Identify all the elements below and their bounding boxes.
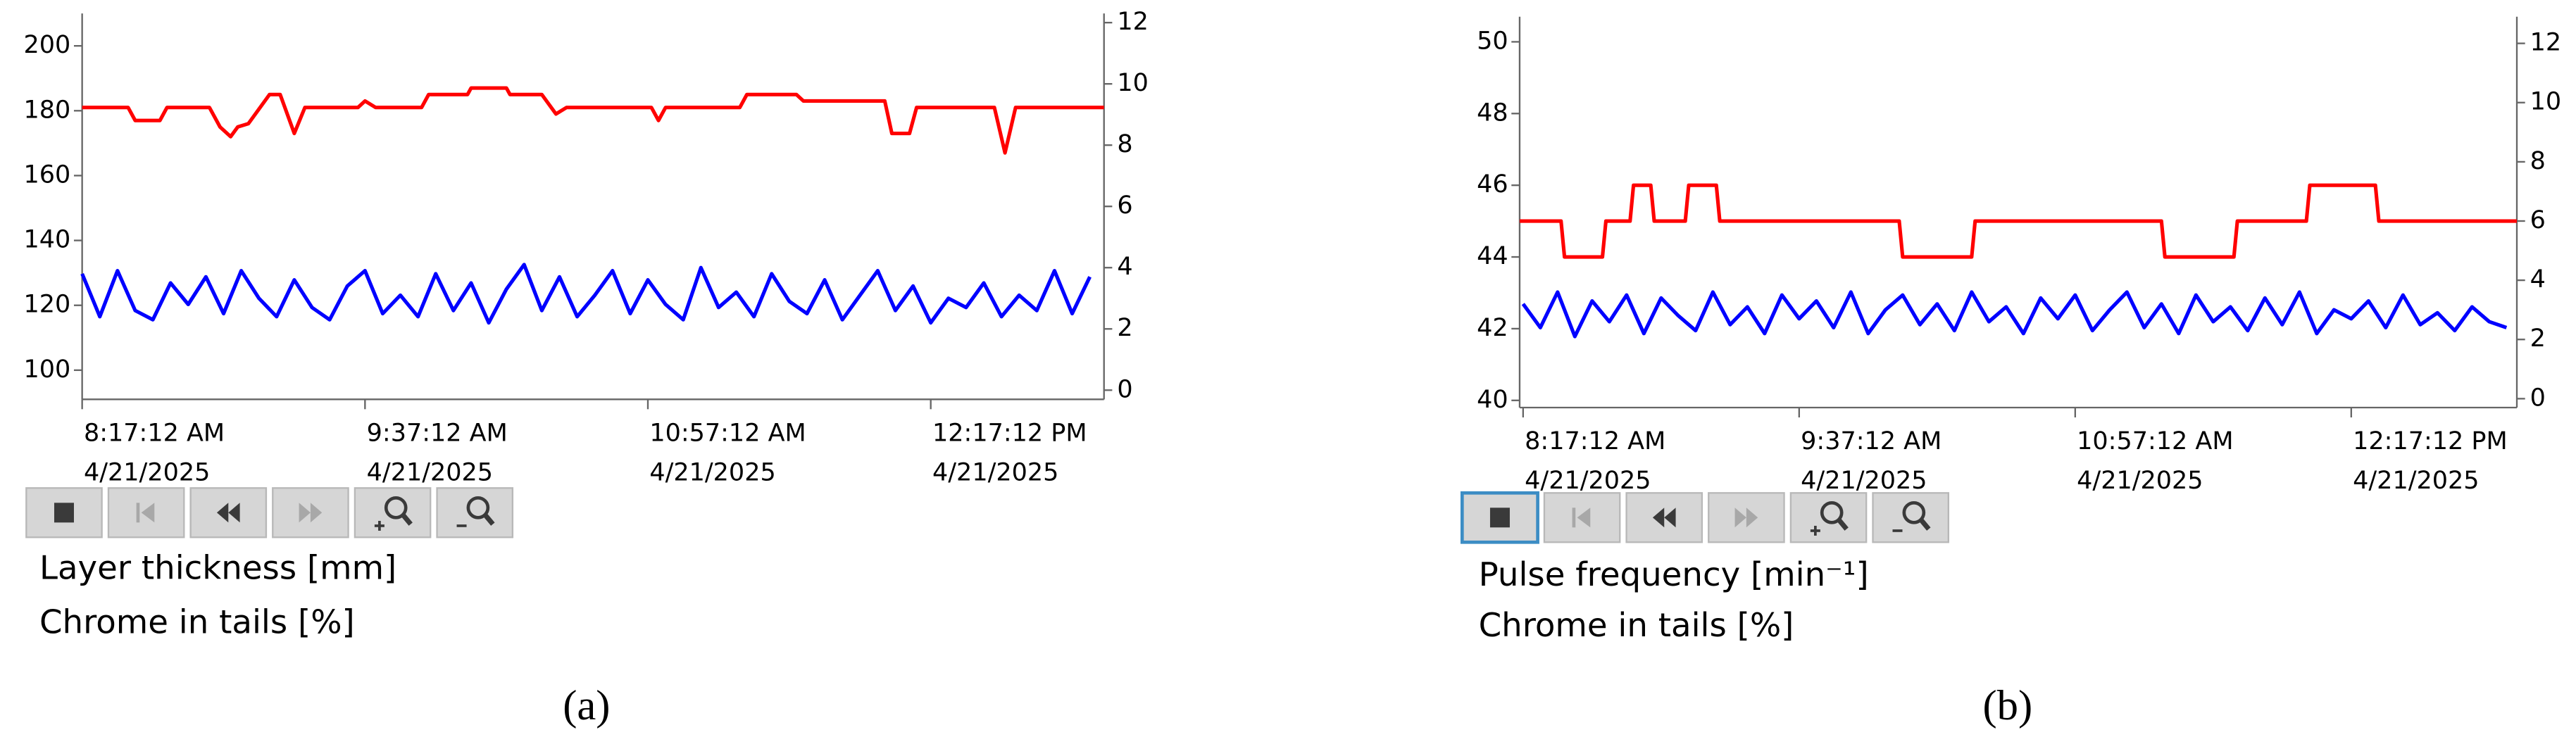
caption: (a) <box>563 682 610 729</box>
x-tick-label: 10:57:12 AM <box>649 419 806 447</box>
x-tick-date: 4/21/2025 <box>2077 467 2203 495</box>
toolbar-button[interactable] <box>1460 491 1539 544</box>
zoom-icon <box>1918 517 1931 531</box>
rewind-icon <box>1652 508 1676 528</box>
legend-entry: Pulse frequency [min⁻¹] <box>1479 556 1869 594</box>
x-tick-label: 12:17:12 PM <box>2353 427 2508 455</box>
toolbar-button[interactable] <box>107 487 185 538</box>
zoom-icon <box>466 496 490 519</box>
y-tick-label: 44 <box>1477 242 1508 270</box>
series-line <box>1521 290 2508 339</box>
y2-tick-label: 12 <box>1117 8 1149 36</box>
first-icon <box>1572 508 1576 528</box>
x-tick-label: 9:37:12 AM <box>367 419 508 447</box>
x-tick-label: 12:17:12 PM <box>932 419 1087 447</box>
button-face[interactable] <box>1872 492 1949 543</box>
zoom-icon <box>1902 500 1926 524</box>
caption: (b) <box>1982 682 2032 729</box>
toolbar-button[interactable] <box>189 487 268 538</box>
y-tick-label: 48 <box>1477 99 1508 127</box>
series-line <box>1519 183 2518 259</box>
y-tick-label: 120 <box>24 291 71 319</box>
toolbar-button[interactable] <box>272 487 349 538</box>
y-tick-label: 160 <box>24 160 71 189</box>
y-tick-label: 42 <box>1477 314 1508 342</box>
first-icon <box>1577 508 1591 528</box>
legend-entry: Chrome in tails [%] <box>39 603 355 641</box>
x-tick-date: 4/21/2025 <box>2353 467 2479 495</box>
y2-tick-label: 0 <box>2530 384 2546 412</box>
y-tick-label: 50 <box>1477 27 1508 55</box>
y2-tick-label: 8 <box>1117 130 1132 158</box>
y2-tick-label: 8 <box>2530 147 2546 175</box>
y-tick-label: 40 <box>1477 386 1508 414</box>
y-tick-label: 46 <box>1477 170 1508 199</box>
y2-tick-label: 2 <box>1117 314 1132 342</box>
zoom-icon <box>482 512 495 526</box>
x-tick-label: 10:57:12 AM <box>2077 427 2233 455</box>
toolbar-button[interactable] <box>1789 492 1868 543</box>
chart: 100 120 140 160 180 200 0 2 4 6 8 10 12 8:17:12 AM 4/2… <box>24 8 1149 729</box>
stop-icon <box>1489 508 1510 528</box>
y-tick-label: 100 <box>24 355 71 384</box>
y-tick-label: 180 <box>24 96 71 124</box>
x-tick-date: 4/21/2025 <box>1801 467 1927 495</box>
x-tick-date: 4/21/2025 <box>932 458 1058 486</box>
series-line <box>80 263 1092 325</box>
y-tick-label: 140 <box>24 226 71 254</box>
x-tick-label: 8:17:12 AM <box>1525 427 1665 455</box>
first-icon <box>136 503 140 523</box>
toolbar-button[interactable] <box>1543 492 1621 543</box>
y2-tick-label: 4 <box>2530 265 2546 294</box>
toolbar-button[interactable] <box>1708 492 1785 543</box>
y2-tick-label: 6 <box>2530 206 2546 234</box>
y2-tick-label: 4 <box>1117 253 1132 281</box>
zoom-icon <box>1836 517 1849 531</box>
zoom-icon <box>1820 500 1844 524</box>
y2-tick-label: 10 <box>1117 69 1149 97</box>
legend-entry: Chrome in tails [%] <box>1479 607 1794 645</box>
x-tick-label: 8:17:12 AM <box>84 419 225 447</box>
toolbar-button[interactable] <box>436 487 514 538</box>
x-tick-date: 4/21/2025 <box>1525 467 1651 495</box>
y2-tick-label: 2 <box>2530 325 2546 353</box>
y2-tick-label: 12 <box>2530 29 2562 57</box>
y2-tick-label: 6 <box>1117 191 1132 220</box>
y2-tick-label: 0 <box>1117 375 1132 403</box>
zoom-icon <box>400 512 413 526</box>
first-icon <box>141 503 155 523</box>
toolbar-button[interactable] <box>25 487 103 538</box>
y2-tick-label: 10 <box>2530 88 2562 116</box>
x-tick-date: 4/21/2025 <box>649 458 775 486</box>
series-line <box>82 86 1104 155</box>
x-tick-date: 4/21/2025 <box>367 458 493 486</box>
toolbar-button[interactable] <box>1625 492 1703 543</box>
button-face[interactable] <box>1789 492 1868 543</box>
legend-entry: Layer thickness [mm] <box>39 549 396 587</box>
zoom-icon <box>384 496 408 519</box>
x-tick-label: 9:37:12 AM <box>1801 427 1942 455</box>
toolbar-button[interactable] <box>1872 492 1949 543</box>
toolbar-button[interactable] <box>354 487 432 538</box>
button-face[interactable] <box>436 487 514 538</box>
x-tick-date: 4/21/2025 <box>84 458 210 486</box>
button-face[interactable] <box>354 487 432 538</box>
y-tick-label: 200 <box>24 31 71 59</box>
forward-icon <box>1734 508 1758 528</box>
stop-icon <box>54 503 74 523</box>
forward-icon <box>299 503 323 523</box>
